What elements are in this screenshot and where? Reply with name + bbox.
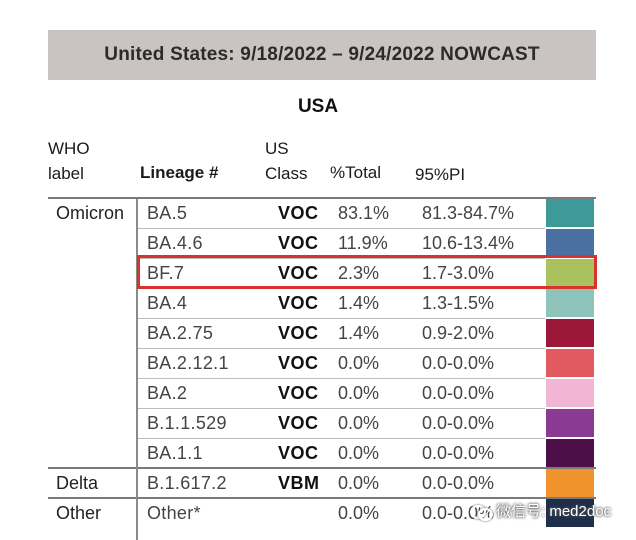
class-cell: VOC <box>278 353 319 373</box>
row-separator <box>137 408 545 409</box>
color-swatch <box>546 199 594 227</box>
color-swatch <box>546 349 594 377</box>
total-cell: 0.0% <box>338 503 380 523</box>
header-who-line2: label <box>48 164 84 183</box>
color-swatch <box>546 499 594 527</box>
group-divider-other <box>48 497 596 499</box>
region-title: USA <box>297 96 339 117</box>
total-cell: 2.3% <box>338 263 380 283</box>
total-cell: 1.4% <box>338 293 380 313</box>
color-swatch <box>546 469 594 497</box>
total-cell: 83.1% <box>338 203 390 223</box>
lineage-cell: BA.4 <box>147 293 188 313</box>
table-row: BA.2 VOC 0.0% 0.0-0.0% <box>0 378 636 408</box>
header-lineage: Lineage # <box>140 163 219 182</box>
column-divider <box>136 199 138 540</box>
pi-cell: 1.7-3.0% <box>422 263 495 283</box>
wechat-logo-icon <box>470 503 493 521</box>
class-cell: VOC <box>278 383 319 403</box>
table-row: Delta B.1.617.2 VBM 0.0% 0.0-0.0% <box>0 468 636 498</box>
pi-cell: 0.0-0.0% <box>422 473 495 493</box>
class-cell: VOC <box>278 413 319 433</box>
color-swatch <box>546 319 594 347</box>
pi-cell: 0.0-0.0% <box>422 383 495 403</box>
row-separator <box>137 258 545 259</box>
nowcast-banner: United States: 9/18/2022 – 9/24/2022 NOW… <box>48 30 596 80</box>
lineage-cell: Other* <box>147 503 201 523</box>
pi-cell: 0.9-2.0% <box>422 323 495 343</box>
total-cell: 0.0% <box>338 353 380 373</box>
table-row: Omicron BA.5 VOC 83.1% 81.3-84.7% <box>0 198 636 228</box>
lineage-cell: BA.4.6 <box>147 233 203 253</box>
pi-cell: 81.3-84.7% <box>422 203 515 223</box>
pi-cell: 0.0-0.0% <box>422 353 495 373</box>
row-separator <box>137 438 545 439</box>
pi-cell: 0.0-0.0% <box>422 413 495 433</box>
header-class: US Class <box>265 136 308 186</box>
class-cell: VOC <box>278 203 319 223</box>
row-separator <box>137 318 545 319</box>
table-row: BF.7 VOC 2.3% 1.7-3.0% <box>0 258 636 288</box>
table-row: BA.4.6 VOC 11.9% 10.6-13.4% <box>0 228 636 258</box>
header-who-line1: WHO <box>48 139 90 158</box>
lineage-cell: B.1.1.529 <box>147 413 227 433</box>
lineage-cell: BA.2.75 <box>147 323 214 343</box>
group-divider-delta <box>48 467 596 469</box>
row-separator <box>137 378 545 379</box>
pi-cell: 10.6-13.4% <box>422 233 515 253</box>
total-cell: 0.0% <box>338 473 380 493</box>
lineage-cell: BA.2.12.1 <box>147 353 229 373</box>
color-swatch <box>546 259 594 287</box>
lineage-cell: BA.1.1 <box>147 443 203 463</box>
table-row: B.1.1.529 VOC 0.0% 0.0-0.0% <box>0 408 636 438</box>
total-cell: 0.0% <box>338 413 380 433</box>
pi-cell: 1.3-1.5% <box>422 293 495 313</box>
total-cell: 0.0% <box>338 443 380 463</box>
lineage-cell: BA.5 <box>147 203 188 223</box>
table-row: BA.1.1 VOC 0.0% 0.0-0.0% <box>0 438 636 468</box>
wechat-watermark: 微信号: med2doc <box>470 500 611 521</box>
class-cell: VOC <box>278 323 319 343</box>
color-swatch <box>546 379 594 407</box>
total-cell: 11.9% <box>338 233 388 253</box>
who-label-cell: Omicron <box>56 203 125 223</box>
color-swatch <box>546 289 594 317</box>
row-separator <box>137 348 545 349</box>
pi-cell: 0.0-0.0% <box>422 443 495 463</box>
class-cell: VOC <box>278 293 319 313</box>
total-cell: 1.4% <box>338 323 380 343</box>
class-cell: VBM <box>278 473 320 493</box>
header-class-line1: US <box>265 139 289 158</box>
color-swatch <box>546 439 594 467</box>
lineage-cell: BA.2 <box>147 383 188 403</box>
watermark-text: 微信号: med2doc <box>496 503 612 520</box>
header-class-line2: Class <box>265 164 308 183</box>
row-separator <box>137 228 545 229</box>
header-pi: 95%PI <box>415 165 466 184</box>
table-row: BA.4 VOC 1.4% 1.3-1.5% <box>0 288 636 318</box>
who-label-cell: Delta <box>56 473 99 493</box>
lineage-cell: B.1.617.2 <box>147 473 227 493</box>
header-rule <box>48 197 596 199</box>
table-row: BA.2.12.1 VOC 0.0% 0.0-0.0% <box>0 348 636 378</box>
class-cell: VOC <box>278 443 319 463</box>
table-row: BA.2.75 VOC 1.4% 0.9-2.0% <box>0 318 636 348</box>
lineage-cell: BF.7 <box>147 263 185 283</box>
class-cell: VOC <box>278 233 319 253</box>
color-swatch <box>546 229 594 257</box>
who-label-cell: Other <box>56 503 102 523</box>
bf7-highlight-box <box>137 255 597 289</box>
header-total: %Total <box>330 163 382 182</box>
class-cell: VOC <box>278 263 319 283</box>
total-cell: 0.0% <box>338 383 380 403</box>
color-swatch <box>546 409 594 437</box>
header-who: WHO label <box>48 136 90 186</box>
